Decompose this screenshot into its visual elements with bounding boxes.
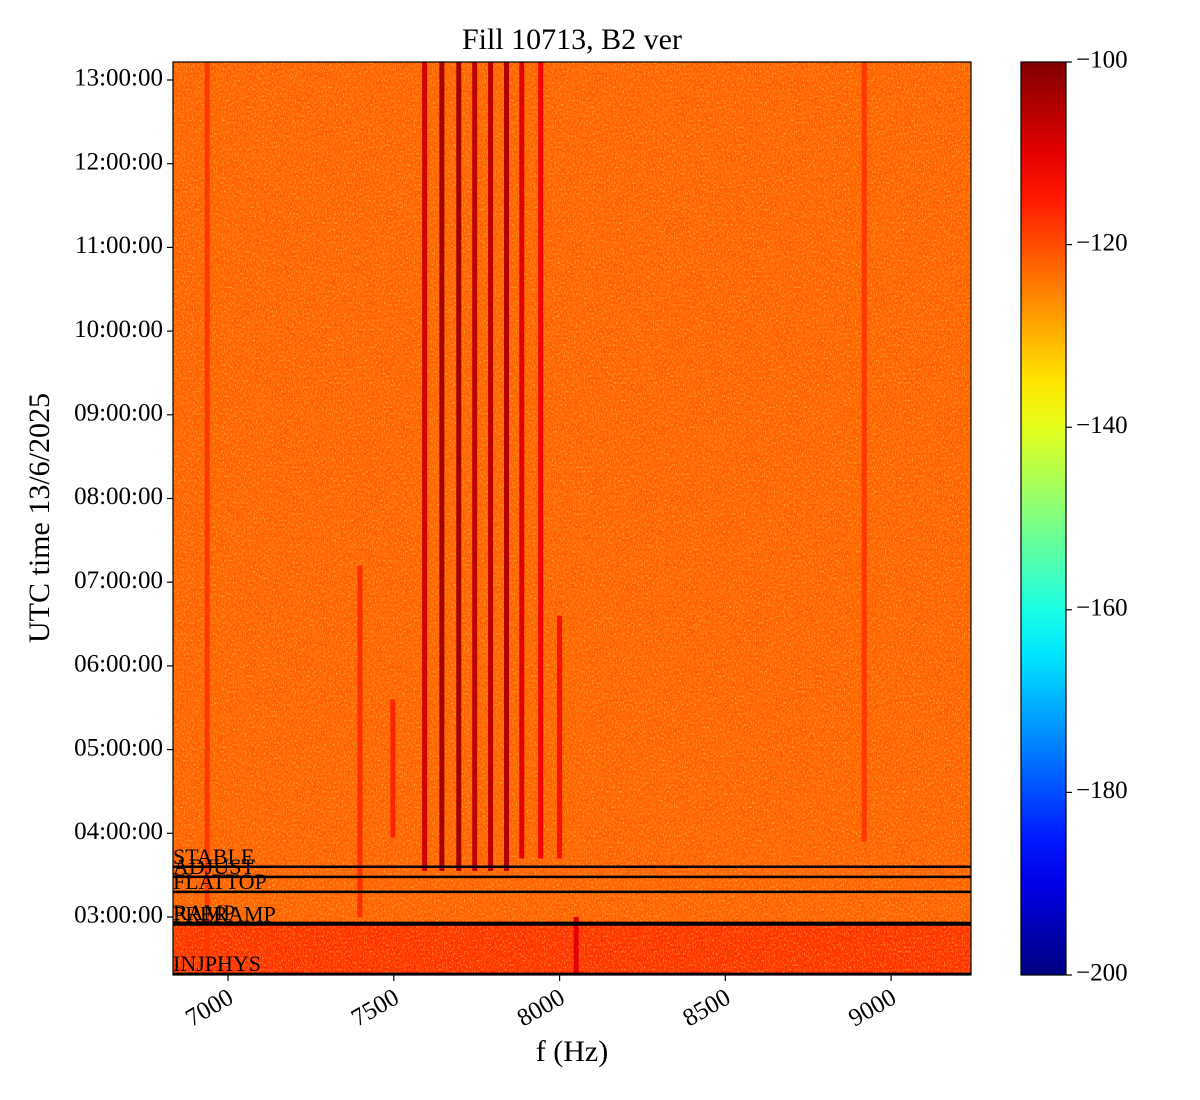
colorbar-tick-label: −100: [1076, 47, 1128, 74]
spectral-line: [861, 62, 867, 842]
spectral-line: [390, 699, 396, 838]
spectral-line: [504, 62, 510, 871]
y-tick-label: 12:00:00: [74, 148, 163, 175]
plot-frame: [172, 61, 972, 976]
spectral-line: [557, 615, 563, 859]
y-tick-label: 06:00:00: [74, 651, 163, 678]
spectral-line: [204, 62, 210, 975]
chart-title: Fill 10713, B2 ver: [462, 23, 682, 56]
spectral-line: [456, 62, 462, 871]
noise-texture: [173, 62, 971, 975]
event-label: ADJUST: [173, 854, 255, 879]
y-tick-label: 03:00:00: [74, 902, 163, 929]
colorbar-tick-label: −200: [1076, 960, 1128, 987]
spectral-line: [472, 62, 478, 871]
x-tick-label: 7000: [181, 984, 238, 1032]
spectral-line: [519, 62, 525, 859]
y-tick-label: 10:00:00: [74, 316, 163, 343]
colorbar-tick-label: −180: [1076, 777, 1128, 804]
y-tick-label: 07:00:00: [74, 567, 163, 594]
colorbar: [1020, 61, 1067, 976]
event-label: RAMP: [173, 900, 235, 925]
event-label: STABLE: [173, 844, 254, 869]
x-tick-label: 8500: [678, 984, 735, 1032]
spectral-line: [488, 62, 494, 871]
colorbar-tick-label: −160: [1076, 595, 1128, 622]
spectral-line: [357, 565, 363, 917]
y-tick-label: 13:00:00: [74, 65, 163, 92]
event-label: PRERAMP: [173, 902, 276, 927]
y-tick-label: 11:00:00: [75, 232, 163, 259]
spectral-line: [538, 62, 544, 859]
spectrogram: [173, 62, 971, 975]
event-label: INJPHYS: [173, 951, 261, 976]
x-tick-label: 9000: [844, 984, 901, 1032]
spectral-line: [573, 916, 579, 975]
y-tick-label: 05:00:00: [74, 734, 163, 761]
spectral-line: [439, 62, 445, 871]
spectral-line: [422, 62, 428, 871]
y-tick-label: 09:00:00: [74, 400, 163, 427]
x-tick-label: 8000: [513, 984, 570, 1032]
x-tick-label: 7500: [347, 984, 404, 1032]
y-tick-label: 04:00:00: [74, 818, 163, 845]
colorbar-tick-label: −120: [1076, 229, 1128, 256]
x-axis-label: f (Hz): [536, 1035, 608, 1068]
colorbar-tick-label: −140: [1076, 412, 1128, 439]
y-tick-label: 08:00:00: [74, 483, 163, 510]
y-axis-label: UTC time 13/6/2025: [23, 393, 56, 643]
event-label: FLATTOP: [173, 869, 267, 894]
